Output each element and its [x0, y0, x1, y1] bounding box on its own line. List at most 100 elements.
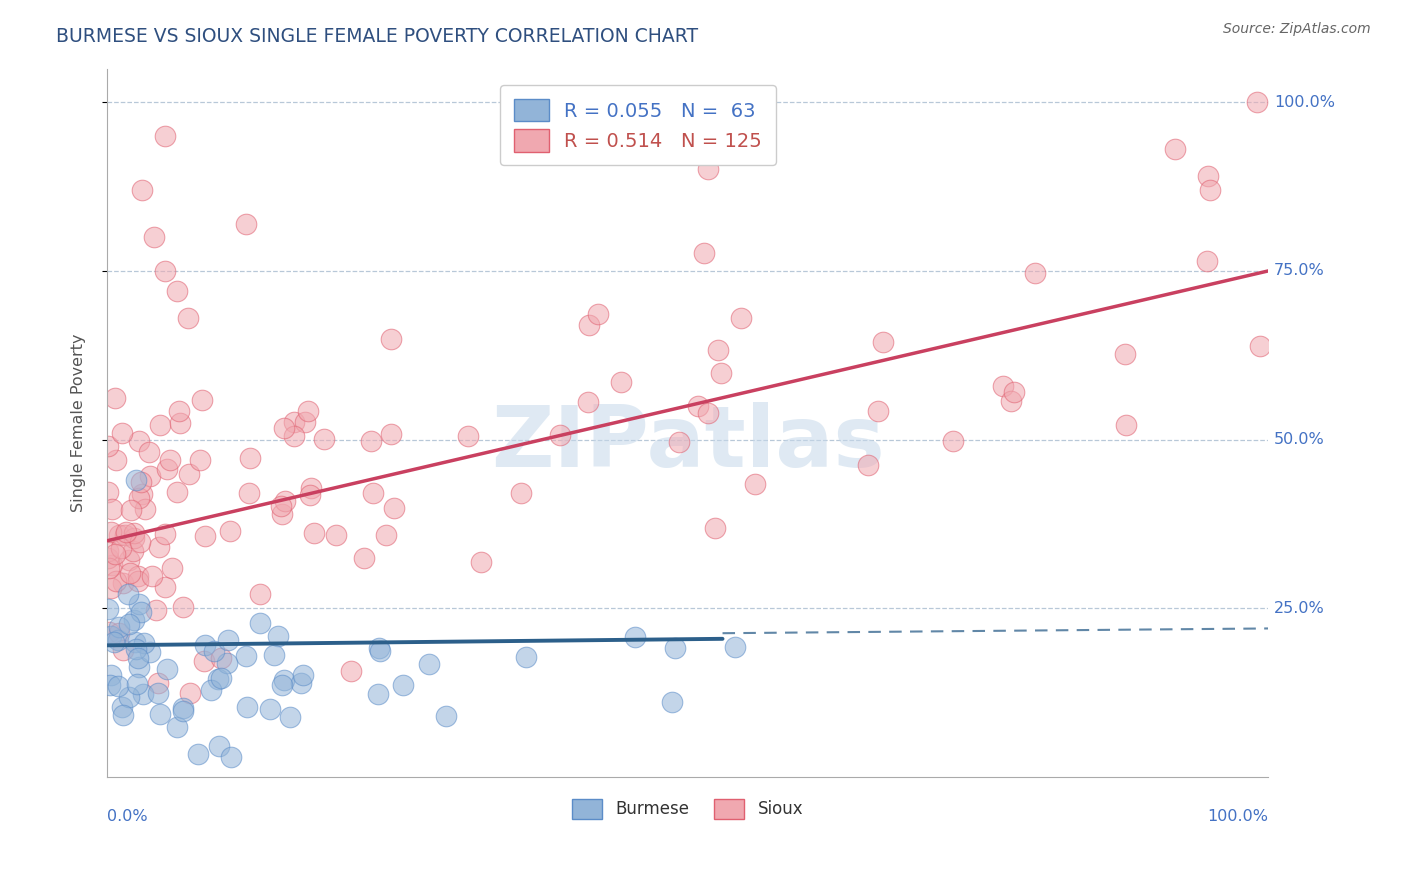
Sioux — [274, 494, 297, 508]
Burmese — [624, 631, 647, 645]
Sioux — [138, 445, 160, 459]
Burmese — [127, 651, 149, 665]
Sioux — [166, 485, 188, 500]
Burmese — [107, 633, 129, 648]
Sioux — [375, 527, 398, 541]
Burmese — [217, 632, 239, 647]
Sioux — [153, 264, 176, 278]
Burmese — [128, 660, 150, 674]
Sioux — [156, 461, 179, 475]
Sioux — [127, 574, 149, 589]
Sioux — [294, 415, 316, 429]
Sioux — [302, 526, 325, 541]
Sioux — [588, 307, 610, 321]
Sioux — [177, 467, 200, 481]
Sioux — [159, 453, 181, 467]
Sioux — [1249, 339, 1271, 353]
Text: ZIPatlas: ZIPatlas — [491, 402, 884, 485]
Sioux — [134, 502, 156, 516]
Burmese — [273, 673, 295, 688]
Sioux — [730, 310, 752, 325]
Burmese — [418, 657, 440, 672]
Sioux — [380, 332, 402, 346]
Sioux — [128, 434, 150, 448]
Sioux — [118, 553, 141, 567]
Burmese — [118, 690, 141, 705]
Sioux — [576, 395, 599, 409]
Burmese — [132, 636, 155, 650]
Burmese — [138, 645, 160, 659]
Sioux — [122, 526, 145, 541]
Sioux — [384, 501, 406, 516]
Sioux — [353, 551, 375, 566]
Sioux — [172, 600, 194, 615]
Sioux — [120, 503, 142, 517]
Sioux — [298, 488, 321, 502]
Burmese — [367, 687, 389, 701]
Sioux — [697, 406, 720, 420]
Sioux — [710, 366, 733, 380]
Sioux — [110, 541, 132, 556]
Sioux — [108, 626, 131, 640]
Sioux — [283, 428, 305, 442]
Burmese — [117, 587, 139, 601]
Sioux — [122, 543, 145, 558]
Sioux — [145, 603, 167, 617]
Sioux — [105, 574, 128, 588]
Text: 100.0%: 100.0% — [1208, 809, 1268, 823]
Burmese — [132, 687, 155, 701]
Sioux — [299, 481, 322, 495]
Sioux — [97, 543, 120, 558]
Sioux — [104, 391, 127, 405]
Burmese — [208, 739, 231, 753]
Burmese — [221, 749, 243, 764]
Burmese — [172, 701, 194, 715]
Sioux — [97, 485, 120, 500]
Sioux — [1246, 95, 1268, 110]
Sioux — [273, 421, 295, 435]
Sioux — [744, 477, 766, 491]
Sioux — [131, 183, 153, 197]
Sioux — [111, 425, 134, 440]
Sioux — [100, 524, 122, 539]
Burmese — [103, 635, 125, 649]
Sioux — [139, 468, 162, 483]
Burmese — [267, 629, 290, 643]
Legend: Burmese, Sioux: Burmese, Sioux — [565, 793, 810, 825]
Sioux — [129, 475, 152, 489]
Sioux — [578, 318, 600, 332]
Sioux — [1000, 393, 1022, 408]
Burmese — [270, 678, 292, 692]
Sioux — [868, 404, 890, 418]
Burmese — [368, 640, 391, 655]
Sioux — [550, 427, 572, 442]
Text: 0.0%: 0.0% — [107, 809, 148, 823]
Sioux — [1002, 384, 1025, 399]
Sioux — [942, 434, 965, 448]
Sioux — [457, 429, 479, 443]
Sioux — [363, 486, 385, 500]
Sioux — [238, 486, 260, 500]
Burmese — [664, 640, 686, 655]
Sioux — [179, 686, 201, 700]
Sioux — [283, 415, 305, 429]
Burmese — [434, 709, 457, 723]
Sioux — [340, 664, 363, 678]
Sioux — [112, 576, 135, 591]
Text: 75.0%: 75.0% — [1274, 263, 1324, 278]
Sioux — [177, 311, 200, 326]
Sioux — [142, 230, 165, 244]
Burmese — [127, 677, 149, 691]
Burmese — [172, 704, 194, 718]
Burmese — [661, 695, 683, 709]
Sioux — [155, 527, 177, 541]
Sioux — [856, 458, 879, 472]
Sioux — [112, 643, 135, 657]
Burmese — [193, 638, 215, 652]
Sioux — [510, 486, 533, 500]
Sioux — [1115, 418, 1137, 433]
Sioux — [692, 246, 714, 260]
Burmese — [263, 648, 285, 663]
Burmese — [108, 620, 131, 634]
Burmese — [278, 710, 301, 724]
